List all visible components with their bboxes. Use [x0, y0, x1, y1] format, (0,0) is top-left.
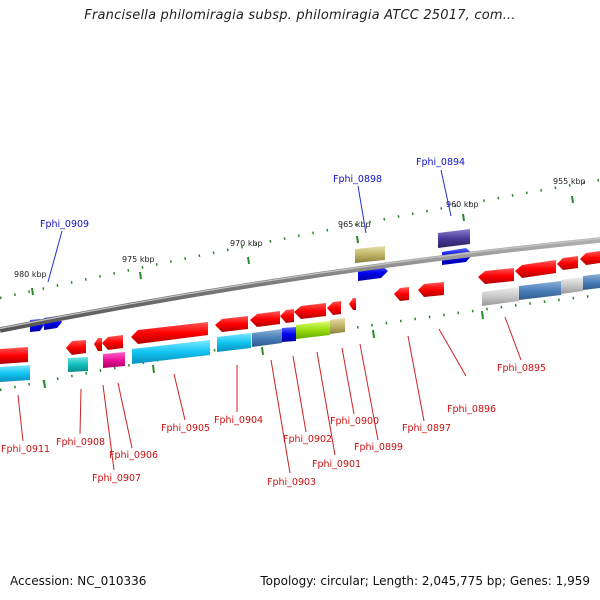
gene-fphi-0898-upper[interactable]	[355, 246, 385, 263]
leader-line	[117, 382, 133, 449]
gene-fphi-0903-arrow[interactable]	[250, 311, 280, 327]
gene-arrow[interactable]	[557, 256, 578, 270]
gene-fphi-0906-box[interactable]	[103, 352, 125, 368]
gene-label-fphi-0911[interactable]: Fphi_0911	[1, 444, 50, 455]
leader-line	[341, 347, 355, 415]
ruler-label: 960 kbp	[446, 200, 479, 209]
reverse-leaders	[17, 316, 522, 474]
leader-line	[316, 351, 336, 456]
gene-box[interactable]	[561, 277, 583, 294]
gene-label-fphi-0894[interactable]: Fphi_0894	[416, 157, 465, 168]
leader-line	[357, 185, 367, 234]
gene-label-fphi-0900[interactable]: Fphi_0900	[330, 416, 379, 427]
leader-line	[292, 355, 307, 433]
leader-line	[270, 359, 291, 474]
gene-label-fphi-0906[interactable]: Fphi_0906	[109, 450, 158, 461]
leader-line	[102, 384, 115, 471]
gene-fphi-0911-arrow[interactable]	[0, 347, 28, 364]
gene-fphi-0907-arrow[interactable]	[94, 338, 102, 351]
gene-fphi-0896-arrow[interactable]	[418, 282, 444, 297]
gene-label-fphi-0898[interactable]: Fphi_0898	[333, 174, 382, 185]
major-tick	[462, 213, 465, 222]
gene-label-fphi-0896[interactable]: Fphi_0896	[447, 404, 496, 415]
gene-label-fphi-0899[interactable]: Fphi_0899	[354, 442, 403, 453]
leader-line	[79, 388, 82, 435]
leader-line	[407, 335, 425, 422]
gene-box[interactable]	[482, 287, 519, 306]
gene-label-fphi-0901[interactable]: Fphi_0901	[312, 459, 361, 470]
major-tick	[139, 271, 142, 280]
gene-fphi-0894-upper[interactable]	[438, 229, 470, 248]
gene-label-fphi-0903[interactable]: Fphi_0903	[267, 477, 316, 488]
major-tick	[372, 329, 375, 339]
accession-text: Accession: NC_010336	[10, 574, 147, 588]
gene-fphi-0904-arrow[interactable]	[215, 316, 248, 332]
ruler-label: 970 kbp	[230, 239, 263, 248]
major-ticks-inner	[43, 310, 484, 389]
gene-label-fphi-0909[interactable]: Fphi_0909	[40, 219, 89, 230]
leader-line	[440, 169, 452, 217]
gene-fphi-0895-box[interactable]	[519, 281, 561, 300]
ruler-label: 955 kbp	[553, 177, 586, 186]
gene-fphi-0900-box[interactable]	[330, 318, 345, 334]
leader-line	[173, 373, 186, 421]
gene-arrow[interactable]	[515, 260, 556, 278]
gene-arrow[interactable]	[580, 251, 600, 265]
ruler-label: 980 kbp	[14, 270, 47, 279]
major-tick	[571, 195, 574, 204]
map-title: Francisella philomiragia subsp. philomir…	[84, 8, 516, 23]
gene-fphi-0901-arrow[interactable]	[294, 303, 326, 319]
gene-fphi-0901-box[interactable]	[296, 321, 330, 339]
leader-line	[47, 230, 63, 283]
genome-summary-text: Topology: circular; Length: 2,045,775 bp…	[260, 574, 590, 588]
gene-label-fphi-0908[interactable]: Fphi_0908	[56, 437, 105, 448]
reverse-strand-genes-row1	[0, 251, 600, 364]
leader-line	[504, 316, 522, 361]
gene-label-fphi-0895[interactable]: Fphi_0895	[497, 363, 546, 374]
gene-fphi-0905-arrow[interactable]	[131, 322, 208, 344]
gene-fphi-0899-arrow[interactable]	[349, 298, 356, 310]
gene-label-fphi-0904[interactable]: Fphi_0904	[214, 415, 263, 426]
gene-fphi-0903-box[interactable]	[252, 329, 282, 347]
major-ticks-outer	[31, 195, 574, 296]
gene-fphi-0897-arrow[interactable]	[394, 287, 409, 301]
forward-leaders	[47, 169, 452, 283]
ruler-label: 975 kbp	[122, 255, 155, 264]
leader-line	[17, 394, 24, 442]
gene-fphi-0905-box[interactable]	[132, 340, 210, 364]
gene-fphi-0902-box[interactable]	[282, 327, 296, 342]
gene-label-fphi-0907[interactable]: Fphi_0907	[92, 473, 141, 484]
gene-label-fphi-0897[interactable]: Fphi_0897	[402, 423, 451, 434]
genome-backbone	[0, 237, 600, 333]
gene-fphi-0895-arrow[interactable]	[478, 268, 514, 284]
gene-fphi-0904-box[interactable]	[217, 333, 251, 352]
ruler-label: 965 kbp	[338, 220, 371, 229]
gene-fphi-0911-box[interactable]	[0, 365, 30, 382]
leader-line	[359, 343, 379, 441]
major-tick	[31, 287, 34, 296]
major-tick	[43, 379, 46, 389]
major-tick	[152, 364, 155, 374]
forward-strand-genes	[30, 229, 473, 332]
gene-label-fphi-0902[interactable]: Fphi_0902	[283, 434, 332, 445]
major-tick	[481, 310, 484, 320]
major-tick	[247, 256, 250, 265]
gene-fphi-0902-arrow[interactable]	[280, 309, 294, 323]
gene-fphi-0908-box[interactable]	[68, 357, 88, 372]
leader-line	[438, 328, 467, 377]
gene-fphi-0908-arrow[interactable]	[66, 340, 86, 355]
major-tick	[356, 235, 359, 244]
genome-backbone-highlight	[0, 237, 600, 330]
gene-fphi-0900-arrow[interactable]	[327, 301, 341, 315]
major-tick	[261, 346, 264, 356]
gene-label-fphi-0905[interactable]: Fphi_0905	[161, 423, 210, 434]
gene-fphi-0906-arrow[interactable]	[102, 335, 123, 350]
reverse-strand-genes-row2	[0, 274, 600, 382]
gene-box[interactable]	[583, 274, 600, 290]
